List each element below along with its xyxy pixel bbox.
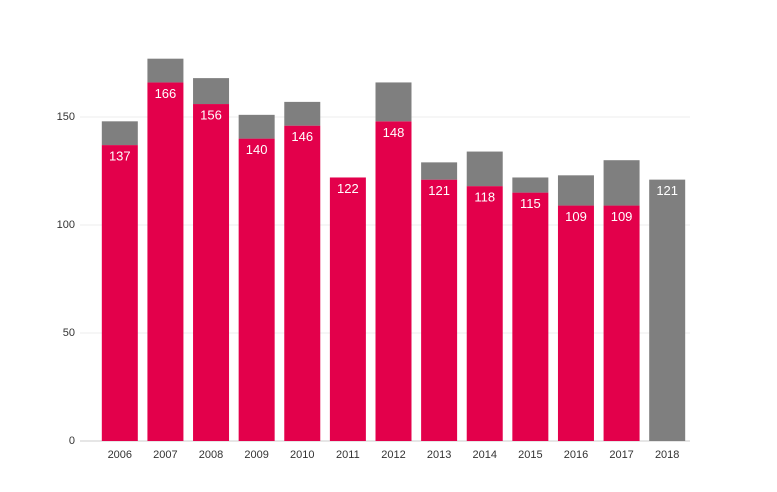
value-label: 121 bbox=[428, 183, 450, 198]
bar-segment bbox=[466, 186, 503, 441]
value-label: 148 bbox=[383, 125, 405, 140]
x-tick-label: 2017 bbox=[609, 449, 633, 461]
value-label: 122 bbox=[337, 181, 359, 196]
bar-segment bbox=[284, 125, 321, 441]
value-label: 109 bbox=[565, 209, 587, 224]
x-tick-label: 2016 bbox=[564, 449, 588, 461]
y-tick-label: 100 bbox=[57, 219, 75, 231]
bar-segment bbox=[375, 82, 412, 122]
x-tick-label: 2015 bbox=[518, 449, 542, 461]
value-label: 109 bbox=[611, 209, 633, 224]
bar-segment bbox=[193, 104, 230, 441]
bar-segment bbox=[147, 58, 184, 83]
bar-segment bbox=[603, 160, 640, 206]
x-tick-label: 2013 bbox=[427, 449, 451, 461]
bar-segment bbox=[375, 121, 412, 441]
x-tick-label: 2008 bbox=[199, 449, 223, 461]
value-label: 140 bbox=[246, 142, 268, 157]
bar-segment bbox=[101, 145, 138, 441]
x-tick-label: 2010 bbox=[290, 449, 314, 461]
x-tick-label: 2007 bbox=[153, 449, 177, 461]
bar-segment bbox=[603, 205, 640, 441]
bar-segment bbox=[421, 179, 458, 441]
y-tick-label: 50 bbox=[63, 327, 75, 339]
bar-segment bbox=[147, 82, 184, 441]
bar-segment bbox=[238, 138, 275, 441]
bar-segment bbox=[557, 205, 594, 441]
value-label: 137 bbox=[109, 149, 131, 164]
bar-segment bbox=[284, 101, 321, 126]
x-tick-label: 2014 bbox=[472, 449, 496, 461]
value-label: 115 bbox=[520, 196, 541, 211]
bar-segment bbox=[193, 78, 230, 105]
bar-segment bbox=[466, 151, 503, 187]
bar-segment bbox=[421, 162, 458, 180]
value-label: 166 bbox=[155, 86, 177, 101]
y-tick-label: 0 bbox=[69, 435, 75, 447]
y-tick-label: 150 bbox=[57, 111, 75, 123]
value-label: 146 bbox=[291, 129, 313, 144]
bar-segment bbox=[649, 179, 686, 441]
bar-segment bbox=[512, 192, 549, 441]
bar-segment bbox=[557, 175, 594, 206]
x-tick-label: 2018 bbox=[655, 449, 679, 461]
value-label: 121 bbox=[656, 183, 678, 198]
x-tick-label: 2009 bbox=[244, 449, 268, 461]
x-tick-label: 2006 bbox=[108, 449, 132, 461]
value-label: 156 bbox=[200, 107, 222, 122]
bar-segment bbox=[238, 114, 275, 139]
value-label: 118 bbox=[474, 190, 495, 205]
x-tick-label: 2012 bbox=[381, 449, 405, 461]
bar-segment bbox=[512, 177, 549, 193]
bar-segment bbox=[329, 177, 366, 442]
bar-segment bbox=[101, 121, 138, 146]
x-tick-label: 2011 bbox=[336, 449, 360, 461]
